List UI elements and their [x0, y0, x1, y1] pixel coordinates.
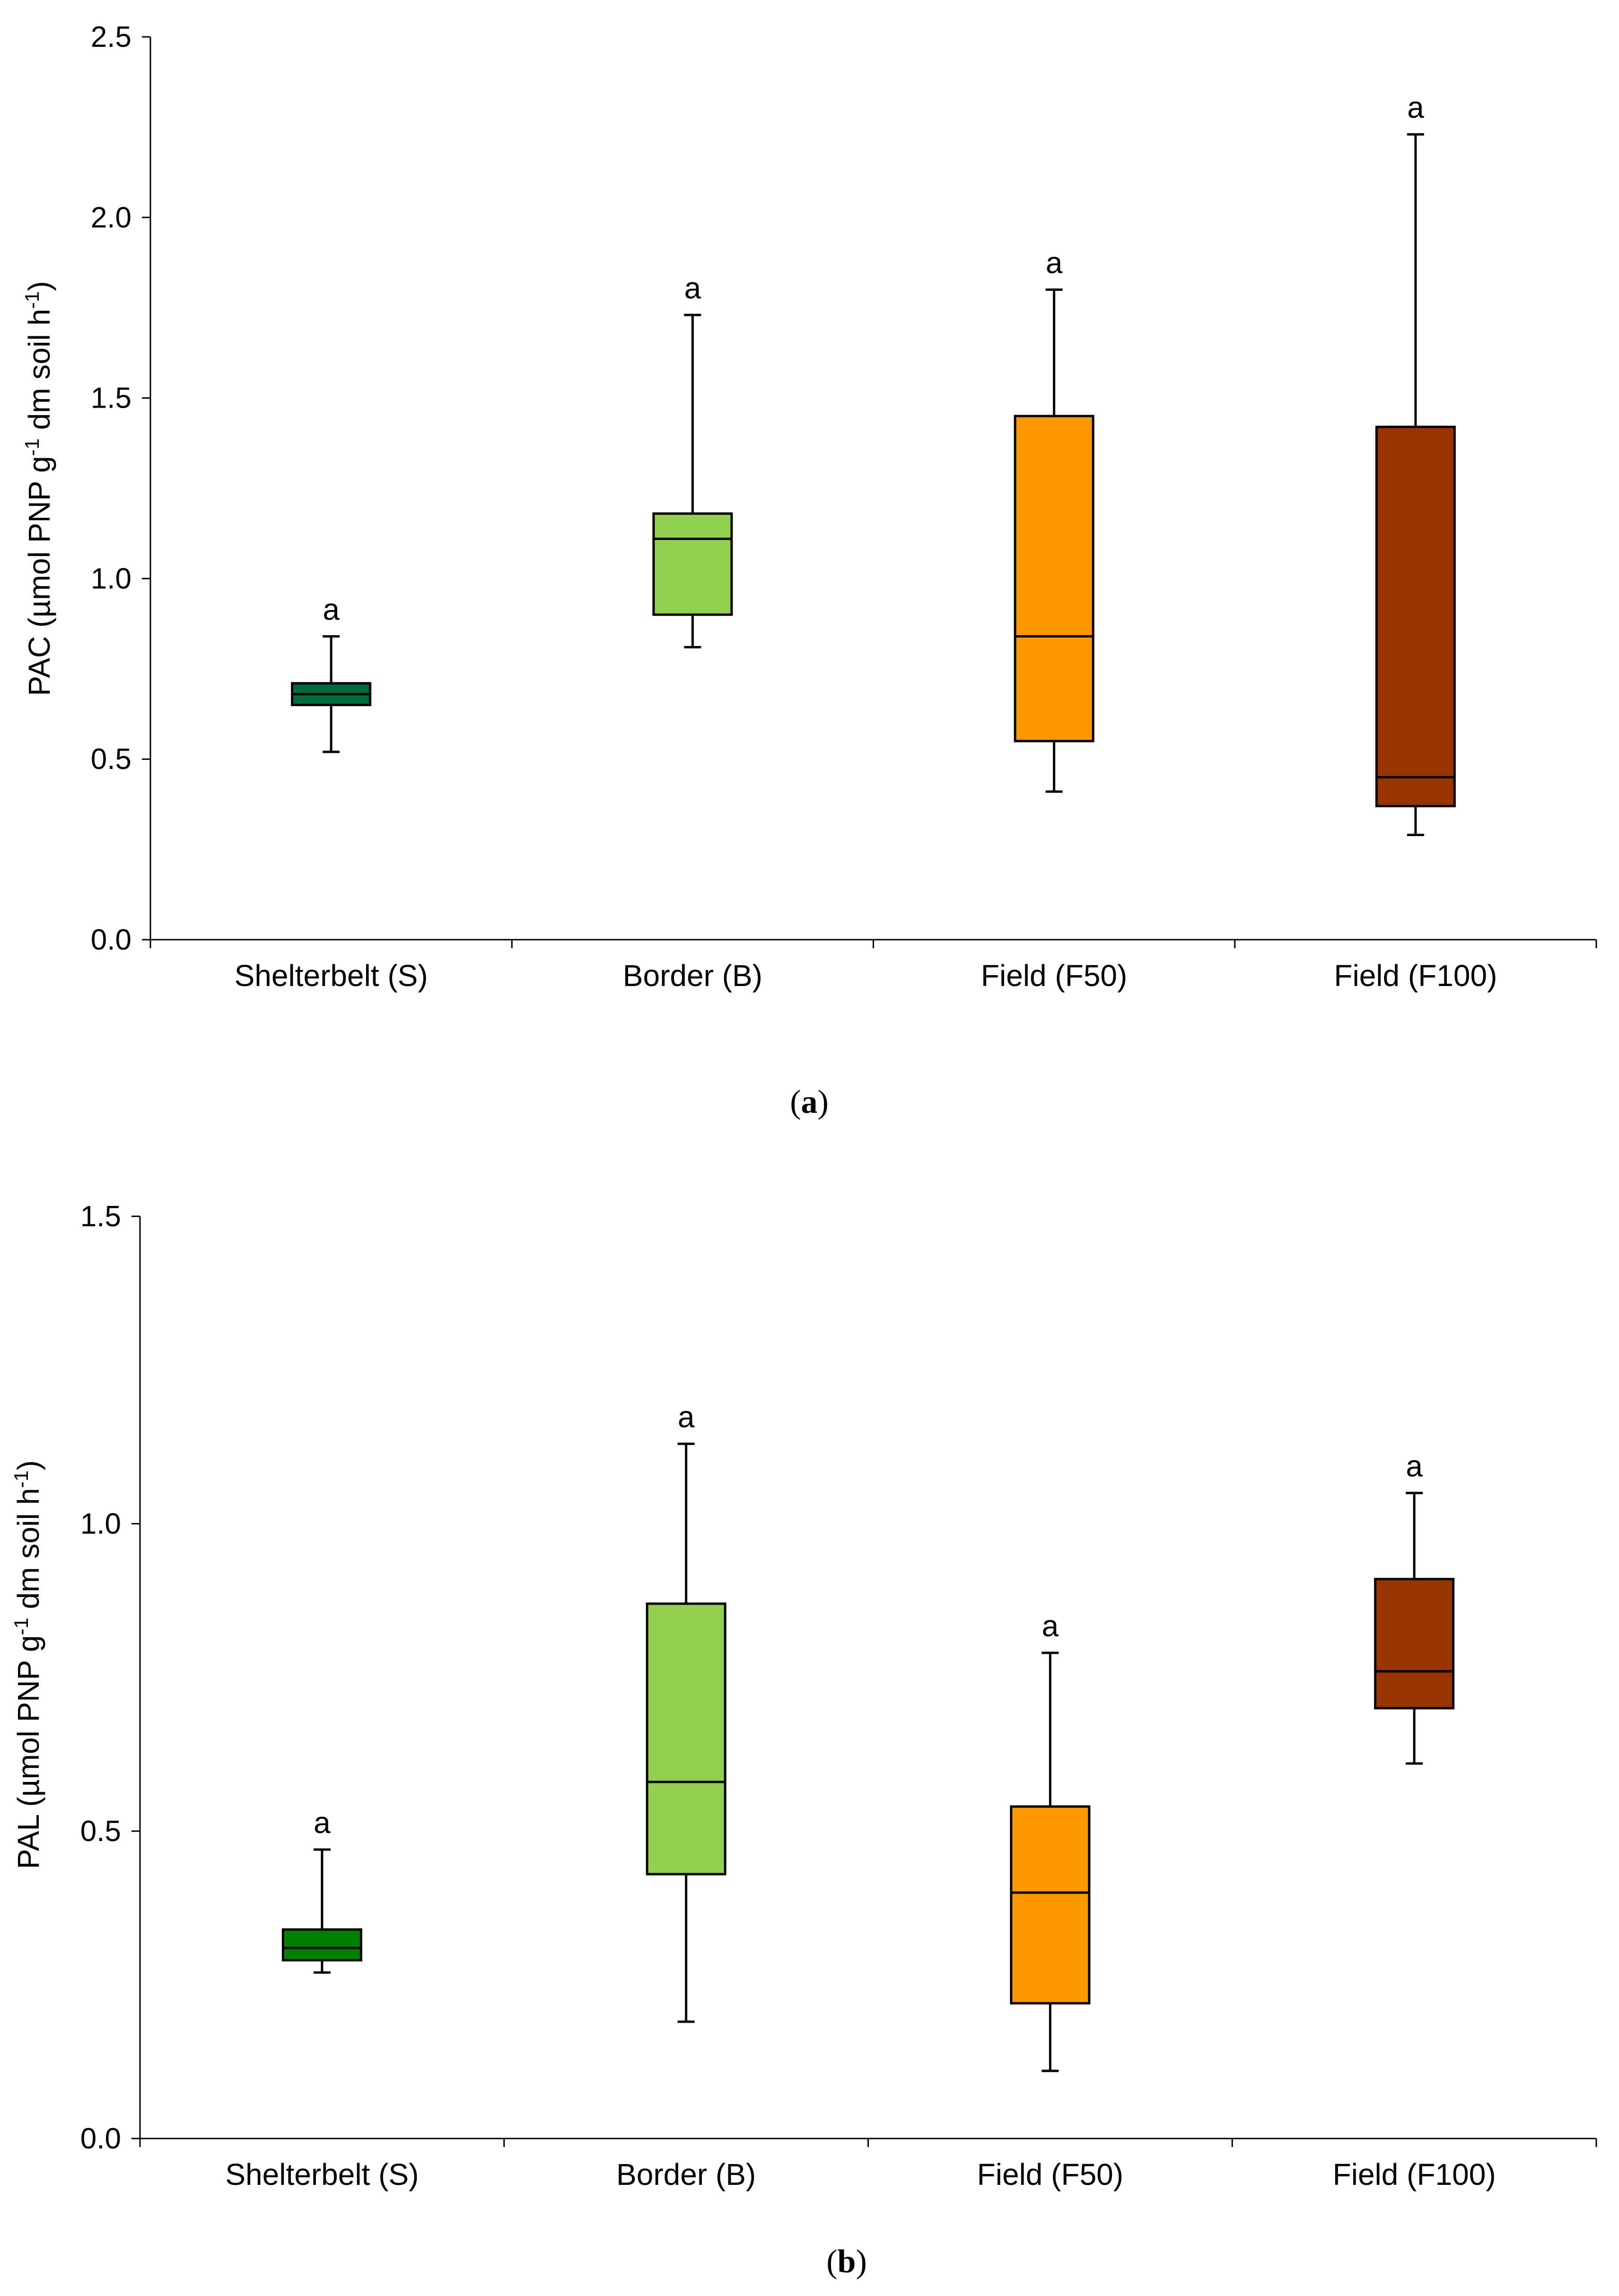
y-ticks-a: 0.0 0.5 1.0 1.5 2.0 2.5 [91, 21, 150, 956]
y-axis-label-a: PAC (µmol PNP g-1 dm soil h-1) [21, 281, 57, 696]
x-category-label: Border (B) [616, 2157, 756, 2191]
x-category-label: Field (F100) [1333, 2157, 1496, 2191]
box-iqr [281, 1928, 362, 1962]
box-0: a [291, 593, 372, 753]
y-tick-label: 1.5 [80, 1200, 121, 1233]
box-3: a [1374, 1449, 1455, 1765]
y-tick-label: 1.0 [91, 562, 131, 595]
significance-letter: a [1046, 246, 1063, 280]
chart-panel-b: 0.0 0.5 1.0 1.5 Shelterbelt (S) Border (B) Fi… [10, 1200, 1597, 2191]
box-iqr [1375, 426, 1456, 807]
y-tick-label: 2.5 [91, 21, 131, 53]
significance-letter: a [314, 1806, 331, 1840]
panel-caption-b: (b) [826, 2244, 867, 2280]
box-0: a [281, 1806, 362, 1974]
significance-letter: a [678, 1400, 695, 1434]
box-iqr [1014, 415, 1094, 742]
box-3: a [1375, 90, 1456, 837]
y-tick-label: 1.5 [91, 382, 131, 415]
y-tick-label: 0.5 [91, 743, 131, 776]
x-category-label: Field (F50) [981, 959, 1127, 993]
y-axis-label-b: PAL (µmol PNP g-1 dm soil h-1) [10, 1460, 46, 1869]
y-tick-label: 0.5 [80, 1815, 121, 1848]
panel-caption-a: (a) [790, 1084, 829, 1120]
box-iqr [652, 512, 733, 616]
x-category-label: Field (F50) [977, 2157, 1123, 2191]
y-tick-label: 2.0 [91, 201, 131, 234]
boxes-b: a a a a [281, 1400, 1455, 2072]
x-category-label: Field (F100) [1334, 959, 1497, 993]
x-category-label: Border (B) [623, 959, 762, 993]
x-ticks-b: Shelterbelt (S) Border (B) Field (F50) Fiel… [139, 2139, 1597, 2191]
significance-letter: a [323, 593, 340, 627]
significance-letter: a [1407, 90, 1424, 124]
significance-letter: a [1042, 1609, 1059, 1643]
y-tick-label: 1.0 [80, 1508, 121, 1540]
y-tick-label: 0.0 [91, 924, 131, 956]
box-2: a [1014, 246, 1094, 793]
box-1: a [652, 271, 733, 648]
significance-letter: a [684, 271, 701, 305]
chart-panel-a: 0.0 0.5 1.0 1.5 2.0 2.5 Shelterbelt (S) Border… [21, 21, 1597, 993]
box-1: a [646, 1400, 726, 2023]
box-2: a [1010, 1609, 1091, 2072]
box-iqr [1010, 1805, 1091, 2005]
box-iqr [646, 1602, 726, 1876]
x-category-label: Shelterbelt (S) [235, 959, 428, 993]
y-ticks-b: 0.0 0.5 1.0 1.5 [80, 1200, 140, 2155]
x-category-label: Shelterbelt (S) [225, 2157, 419, 2191]
box-iqr [1374, 1578, 1455, 1710]
x-ticks-a: Shelterbelt (S) Border (B) Field (F50) Fiel… [149, 940, 1597, 993]
y-tick-label: 0.0 [80, 2122, 121, 2155]
boxes-a: a a a a [291, 90, 1456, 837]
significance-letter: a [1406, 1449, 1423, 1483]
